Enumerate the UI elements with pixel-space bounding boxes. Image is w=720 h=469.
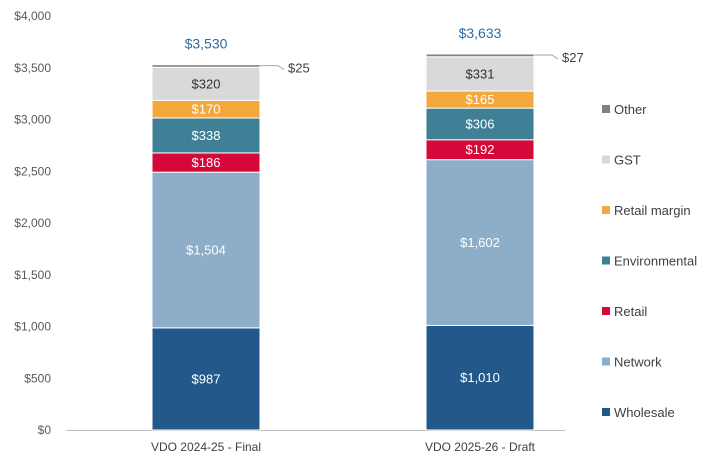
legend-label: Retail margin [614, 203, 691, 218]
bar-segment-other [425, 53, 535, 58]
bar-segment-wholesale [425, 324, 535, 431]
data-label: $165 [466, 92, 495, 107]
y-tick-label: $0 [38, 423, 52, 437]
legend-label: Wholesale [614, 405, 675, 420]
legend-label: GST [614, 153, 641, 168]
legend-swatch [602, 105, 610, 113]
legend-swatch [602, 155, 610, 164]
legend-label: Other [614, 102, 647, 117]
total-label: $3,633 [459, 25, 502, 41]
bar-segment-network [151, 171, 261, 329]
other-leader-line [260, 65, 285, 71]
data-label: $1,504 [186, 243, 226, 258]
legend-swatch [602, 408, 610, 416]
x-tick-label: VDO 2024-25 - Final [151, 440, 261, 454]
y-tick-label: $1,000 [14, 320, 51, 334]
legend-swatch [602, 206, 610, 214]
bar-segment-other [151, 64, 261, 68]
y-tick-label: $500 [24, 371, 51, 385]
bar-segment-gst [425, 56, 535, 92]
y-tick-label: $3,000 [14, 113, 51, 127]
data-label: $27 [562, 50, 584, 65]
y-tick-label: $4,000 [14, 9, 51, 23]
y-tick-label: $2,500 [14, 164, 51, 178]
bar-segment-network [425, 159, 535, 326]
y-tick-label: $2,000 [14, 216, 51, 230]
bar-segment-gst [151, 66, 261, 101]
y-tick-label: $1,500 [14, 268, 51, 282]
data-label: $306 [466, 116, 495, 131]
legend-swatch [602, 307, 610, 315]
data-label: $338 [192, 128, 221, 143]
total-label: $3,530 [185, 36, 228, 52]
bar-segment-wholesale [151, 327, 261, 431]
data-label: $186 [192, 155, 221, 170]
data-label: $331 [466, 66, 495, 81]
legend-label: Network [614, 355, 662, 370]
data-label: $1,010 [460, 370, 500, 385]
data-label: $25 [288, 61, 310, 76]
data-label: $1,602 [460, 235, 500, 250]
legend-swatch [602, 357, 610, 366]
legend-label: Retail [614, 304, 647, 319]
x-tick-label: VDO 2025-26 - Draft [425, 440, 536, 454]
data-label: $320 [192, 76, 221, 91]
other-leader-line [534, 54, 559, 60]
data-label: $192 [466, 142, 495, 157]
data-label: $170 [192, 102, 221, 117]
y-tick-label: $3,500 [14, 61, 51, 75]
bar-segment-environmental [425, 107, 535, 141]
legend-label: Environmental [614, 254, 697, 269]
legend-swatch [602, 256, 610, 265]
data-label: $987 [192, 371, 221, 386]
